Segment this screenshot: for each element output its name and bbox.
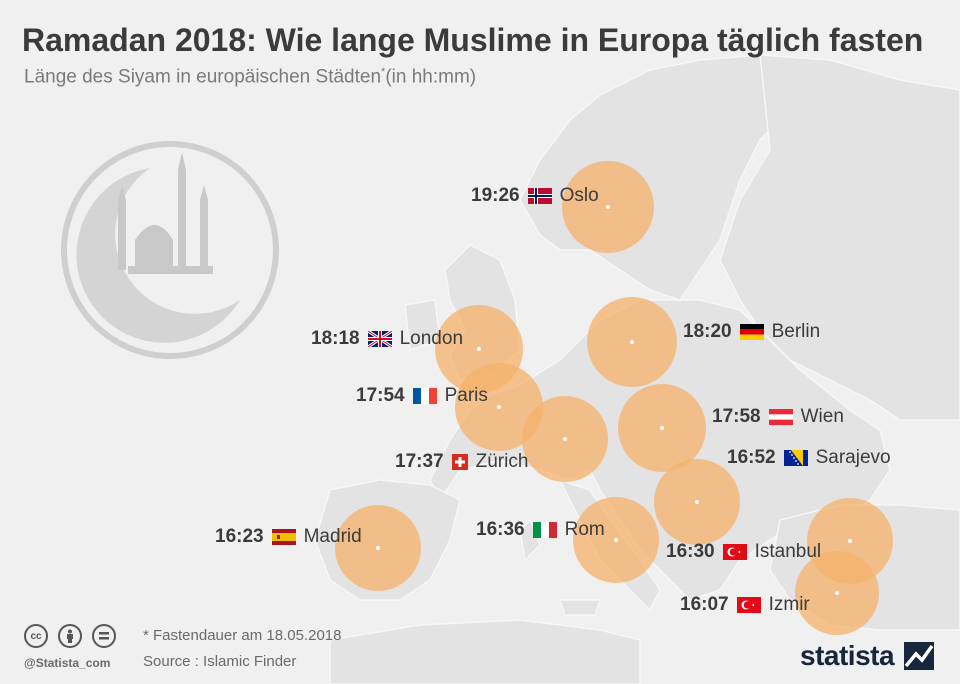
city-label-oslo: 19:26 Oslo	[471, 185, 599, 207]
statista-logo-icon[interactable]	[904, 642, 934, 670]
statista-handle[interactable]: @Statista_com	[24, 656, 111, 670]
city-name: Rom	[564, 519, 605, 540]
france-flag-icon	[412, 388, 437, 404]
equals-glyph	[99, 632, 109, 640]
subtitle-text: Länge des Siyam in europäischen Städten	[24, 66, 382, 88]
city-label-berlin: 18:20 Berlin	[683, 321, 820, 343]
person-glyph	[67, 629, 73, 643]
city-label-london: 18:18 London	[311, 328, 463, 350]
city-time: 16:07	[680, 594, 729, 615]
bubble-paris	[455, 363, 543, 451]
source-note: Source : Islamic Finder	[143, 653, 297, 670]
city-time: 18:18	[311, 328, 360, 349]
city-time: 19:26	[471, 185, 520, 206]
city-label-wien: 17:58 Wien	[712, 406, 844, 428]
city-name: Berlin	[771, 321, 821, 342]
bubble-izmir	[795, 551, 879, 635]
page-subtitle: Länge des Siyam in europäischen Städten*…	[24, 66, 476, 88]
bubble-rom	[573, 497, 659, 583]
bubble-berlin	[587, 297, 677, 387]
switzerland-flag-icon	[451, 454, 468, 470]
city-name: London	[399, 328, 464, 349]
spain-flag-icon	[271, 529, 296, 545]
bubble-madrid	[335, 505, 421, 591]
bubble-zurich	[522, 396, 608, 482]
austria-flag-icon	[768, 409, 793, 425]
city-name: Paris	[444, 385, 488, 406]
city-name: Istanbul	[754, 541, 822, 562]
city-label-sarajevo: 16:52 Sarajevo	[727, 447, 891, 469]
city-name: Madrid	[303, 526, 362, 547]
city-name: Oslo	[559, 185, 599, 206]
turkey-flag-icon	[722, 544, 747, 560]
city-time: 17:54	[356, 385, 405, 406]
city-time: 17:58	[712, 406, 761, 427]
page-title: Ramadan 2018: Wie lange Muslime in Europ…	[22, 22, 924, 58]
crescent-mosque-icon	[61, 141, 279, 359]
city-time: 16:36	[476, 519, 525, 540]
city-name: Izmir	[768, 594, 810, 615]
city-name: Zürich	[475, 451, 529, 472]
city-label-zurich: 17:37 Zürich	[395, 451, 528, 473]
italy-flag-icon	[532, 522, 557, 538]
city-label-istanbul: 16:30 Istanbul	[666, 541, 821, 563]
city-time: 16:52	[727, 447, 776, 468]
city-label-rom: 16:36 Rom	[476, 519, 605, 541]
bubble-oslo	[562, 161, 654, 253]
turkey-flag-icon	[736, 597, 761, 613]
creative-commons-icon[interactable]: cc	[24, 624, 48, 648]
attribution-icon[interactable]	[58, 624, 82, 648]
germany-flag-icon	[739, 324, 764, 340]
city-label-madrid: 16:23 Madrid	[215, 526, 362, 548]
bubble-sarajevo	[654, 459, 740, 545]
no-derivatives-icon[interactable]	[92, 624, 116, 648]
subtitle-footnote-mark: *	[381, 66, 386, 78]
bosnia-flag-icon	[783, 450, 808, 466]
footnote: * Fastendauer am 18.05.2018	[143, 627, 342, 644]
city-time: 17:37	[395, 451, 444, 472]
city-time: 16:30	[666, 541, 715, 562]
city-name: Wien	[800, 406, 844, 427]
bubble-wien	[618, 384, 706, 472]
city-time: 16:23	[215, 526, 264, 547]
city-label-paris: 17:54 Paris	[356, 385, 488, 407]
norway-flag-icon	[527, 188, 552, 204]
statista-logo-text[interactable]: statista	[800, 640, 895, 671]
uk-flag-icon	[367, 331, 392, 347]
city-label-izmir: 16:07 Izmir	[680, 594, 810, 616]
city-name: Sarajevo	[815, 447, 891, 468]
city-time: 18:20	[683, 321, 732, 342]
subtitle-unit: (in hh:mm)	[385, 66, 477, 88]
